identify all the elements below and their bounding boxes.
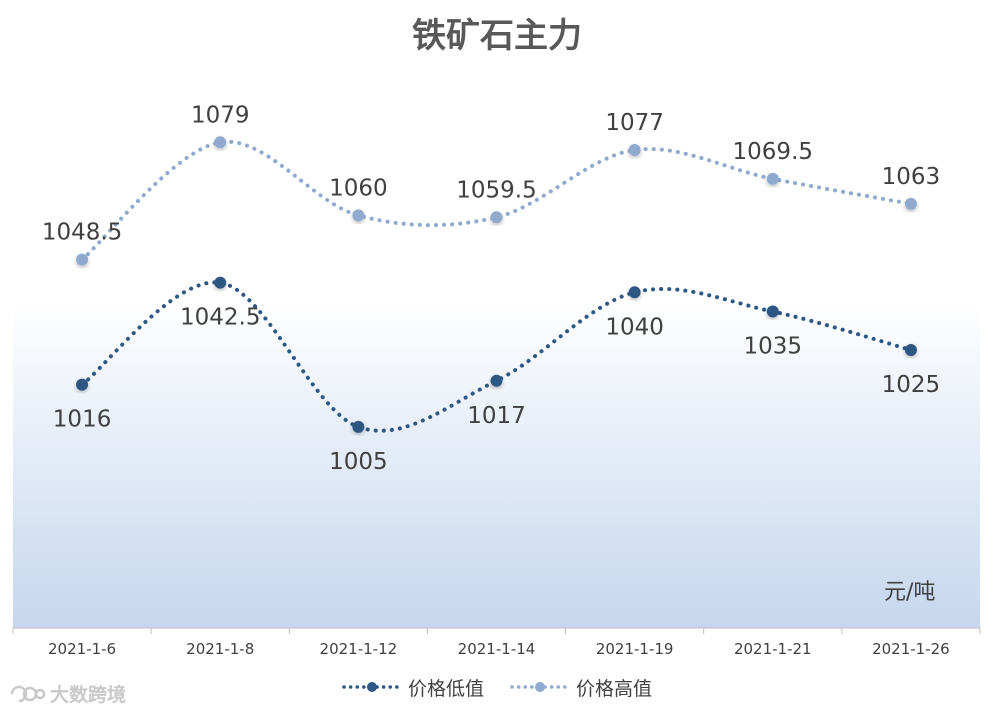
data-label-high: 1060 (329, 175, 388, 201)
marker-low (904, 344, 917, 356)
x-tick-label: 2021-1-14 (458, 640, 536, 658)
legend-item-high: 价格高值 (510, 674, 652, 701)
data-label-high: 1059.5 (456, 177, 536, 203)
legend-item-low: 价格低值 (342, 674, 484, 701)
marker-high (766, 172, 779, 185)
unit-label: 元/吨 (884, 580, 936, 605)
data-label-high: 1069.5 (733, 139, 813, 165)
chart-title: 铁矿石主力 (412, 16, 582, 56)
marker-high (490, 211, 503, 224)
watermark-logo-icon (10, 685, 46, 702)
x-tick-label: 2021-1-21 (734, 640, 812, 658)
marker-high (214, 136, 227, 149)
data-label-high: 1048.5 (42, 220, 122, 246)
x-tick-label: 2021-1-12 (320, 640, 398, 658)
marker-low (76, 378, 89, 391)
x-tick-label: 2021-1-8 (186, 640, 254, 658)
data-label-low: 1017 (467, 403, 526, 429)
legend-swatch-low (342, 682, 402, 692)
legend-label-high: 价格高值 (576, 677, 653, 700)
marker-low (490, 374, 503, 387)
watermark-text: 大数跨境 (50, 684, 127, 706)
x-tick-label: 2021-1-19 (596, 640, 674, 658)
marker-high (352, 209, 365, 222)
marker-high (904, 197, 917, 210)
marker-high (628, 144, 641, 156)
marker-low (214, 276, 227, 289)
legend-label-low: 价格低值 (407, 677, 484, 700)
marker-high (76, 253, 89, 266)
marker-low (628, 286, 641, 299)
legend-swatch-high (510, 682, 570, 692)
data-label-high: 1077 (605, 110, 664, 136)
marker-low (766, 305, 779, 318)
legend: 价格低值 价格高值 (0, 672, 994, 702)
data-label-low: 1016 (53, 407, 112, 433)
x-tick-label: 2021-1-26 (872, 640, 950, 658)
data-label-low: 1005 (329, 449, 388, 475)
x-tick-label: 2021-1-6 (48, 640, 116, 658)
data-label-low: 1042.5 (180, 305, 260, 331)
data-label-high: 1079 (191, 102, 250, 128)
watermark: 大数跨境 (8, 680, 126, 707)
data-label-low: 1035 (744, 334, 803, 360)
data-label-low: 1025 (882, 372, 941, 398)
data-label-low: 1040 (605, 314, 664, 340)
marker-low (352, 420, 365, 433)
data-label-high: 1063 (882, 164, 941, 190)
